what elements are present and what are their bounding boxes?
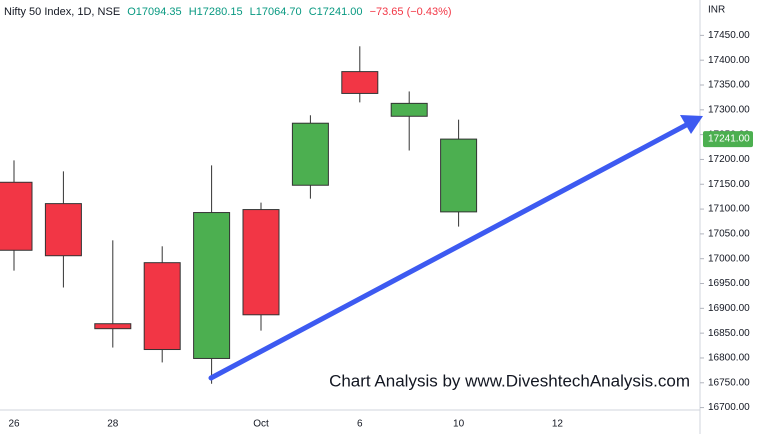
currency-label: INR <box>708 5 725 16</box>
chart-title: Nifty 50 Index, 1D, NSE <box>4 6 120 18</box>
x-tick-label: 10 <box>453 419 465 430</box>
watermark: Chart Analysis by www.DiveshtechAnalysis… <box>329 371 690 390</box>
y-tick-label: 16700.00 <box>708 402 750 413</box>
y-tick-label: 17350.00 <box>708 80 750 91</box>
y-tick-label: 16800.00 <box>708 353 750 364</box>
y-tick-label: 17050.00 <box>708 229 750 240</box>
change: −73.65 (−0.43%) <box>370 6 452 18</box>
y-tick-label: 16750.00 <box>708 377 750 388</box>
chart-header: Nifty 50 Index, 1D, NSE O17094.35 H17280… <box>4 6 452 18</box>
candle-body <box>143 262 181 351</box>
trend-arrow <box>208 120 693 381</box>
y-tick-label: 17200.00 <box>708 154 750 165</box>
y-tick-label: 17100.00 <box>708 204 750 215</box>
candle-body <box>291 122 329 186</box>
x-tick-label: 12 <box>552 419 564 430</box>
ohlc-low: L17064.70 <box>250 6 302 18</box>
y-tick-label: 17450.00 <box>708 30 750 41</box>
x-tick-label: Oct <box>253 419 269 430</box>
y-tick-label: 16900.00 <box>708 303 750 314</box>
y-tick-label: 17400.00 <box>708 55 750 66</box>
x-tick-label: 6 <box>357 419 363 430</box>
candle-body <box>242 209 280 316</box>
candle-body <box>390 102 428 117</box>
candle-body <box>44 203 82 257</box>
candle-body <box>193 212 231 359</box>
candle-body <box>0 181 33 251</box>
ohlc-open: O17094.35 <box>127 6 181 18</box>
candle-body <box>94 323 132 330</box>
candle-body <box>440 138 478 213</box>
y-tick-label: 17000.00 <box>708 253 750 264</box>
last-price-box <box>703 131 753 148</box>
ohlc-high: H17280.15 <box>189 6 243 18</box>
x-tick-label: 26 <box>8 419 20 430</box>
y-tick-label: 16850.00 <box>708 328 750 339</box>
y-tick-label: 17300.00 <box>708 104 750 115</box>
ohlc-close: C17241.00 <box>309 6 363 18</box>
y-tick-label: 17150.00 <box>708 179 750 190</box>
trend-arrow-head <box>680 115 703 134</box>
candle-body <box>341 71 379 94</box>
last-price-label: 17241.00 <box>708 134 750 145</box>
x-tick-label: 28 <box>107 419 119 430</box>
y-tick-label: 16950.00 <box>708 278 750 289</box>
